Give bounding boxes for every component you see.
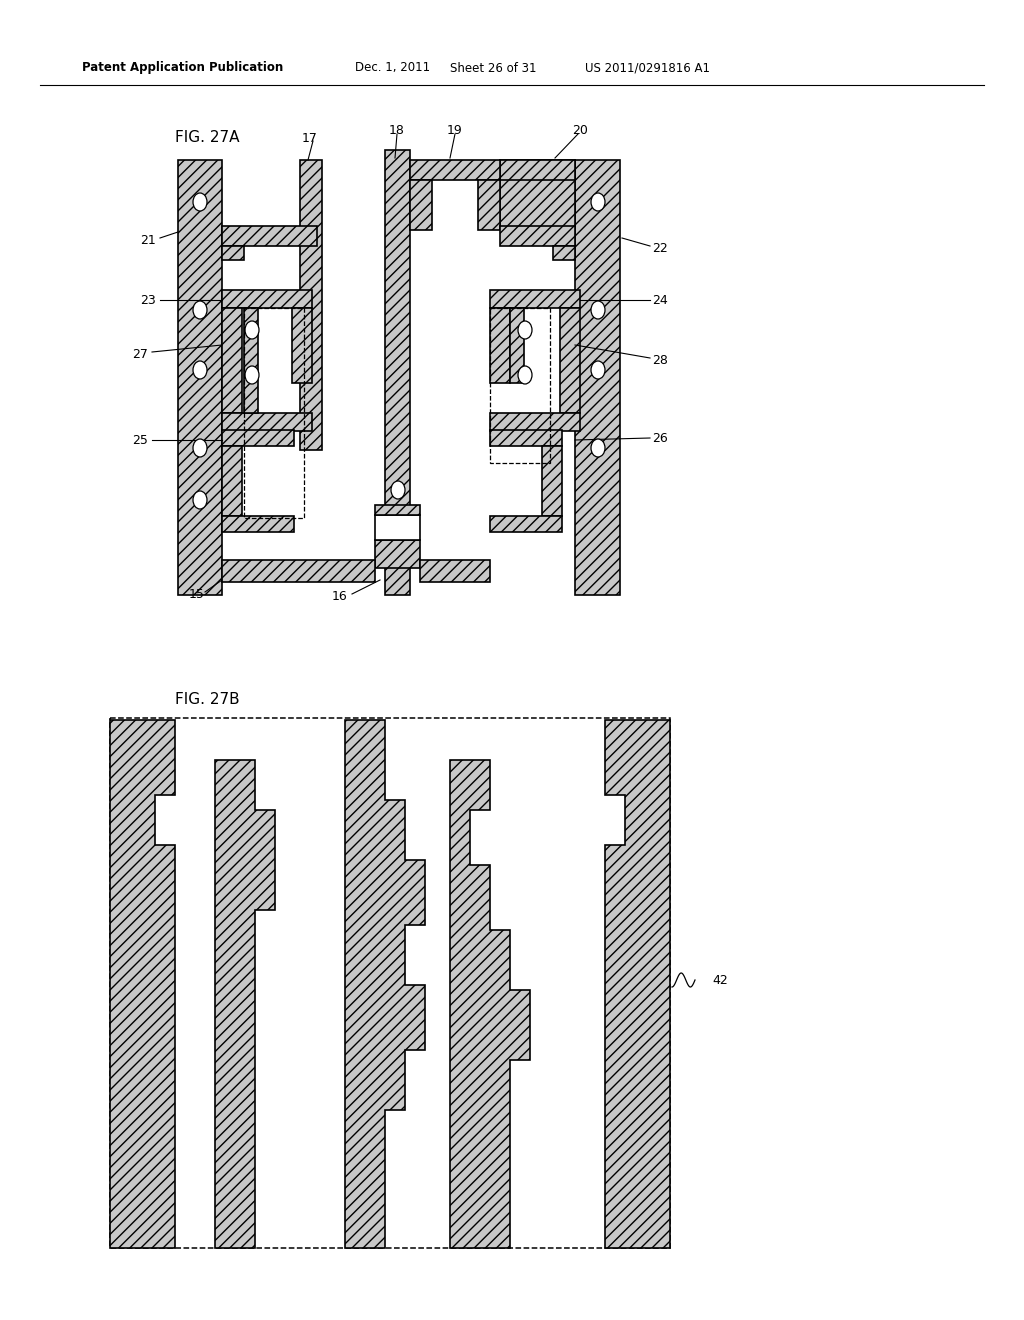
Text: 16: 16 — [332, 590, 348, 603]
Text: Patent Application Publication: Patent Application Publication — [82, 62, 284, 74]
Polygon shape — [215, 760, 275, 1247]
Polygon shape — [110, 719, 175, 1247]
Text: 42: 42 — [712, 974, 728, 986]
Ellipse shape — [518, 366, 532, 384]
Bar — [375, 506, 420, 515]
Bar — [490, 290, 580, 308]
Bar — [410, 180, 432, 230]
Bar — [222, 430, 294, 446]
Bar — [478, 180, 500, 230]
Text: 23: 23 — [140, 293, 156, 306]
Ellipse shape — [591, 440, 605, 457]
Bar — [222, 226, 317, 246]
Text: 19: 19 — [447, 124, 463, 136]
Ellipse shape — [591, 301, 605, 319]
Ellipse shape — [193, 360, 207, 379]
Ellipse shape — [193, 193, 207, 211]
Bar — [575, 160, 620, 595]
Bar — [500, 226, 575, 246]
Text: Sheet 26 of 31: Sheet 26 of 31 — [450, 62, 537, 74]
Text: 21: 21 — [140, 234, 156, 247]
Bar — [222, 308, 242, 413]
Bar — [500, 160, 575, 180]
Polygon shape — [345, 719, 425, 1247]
Bar — [420, 560, 490, 582]
Bar — [110, 718, 670, 1247]
Text: 20: 20 — [572, 124, 588, 136]
Bar — [542, 446, 562, 516]
Bar — [222, 246, 244, 260]
Ellipse shape — [518, 321, 532, 339]
Bar — [375, 540, 420, 568]
Text: 24: 24 — [652, 293, 668, 306]
Bar — [385, 150, 410, 595]
Ellipse shape — [391, 480, 406, 499]
Ellipse shape — [193, 301, 207, 319]
Text: FIG. 27B: FIG. 27B — [175, 693, 240, 708]
Bar — [222, 290, 312, 308]
Bar — [560, 308, 580, 413]
Bar — [222, 413, 312, 432]
Bar — [292, 308, 312, 383]
Bar — [244, 308, 304, 517]
Bar — [375, 515, 420, 540]
Bar — [300, 160, 322, 450]
Ellipse shape — [245, 366, 259, 384]
Text: US 2011/0291816 A1: US 2011/0291816 A1 — [585, 62, 710, 74]
Bar — [510, 308, 524, 383]
Bar — [490, 308, 510, 383]
Text: 26: 26 — [652, 432, 668, 445]
Bar — [490, 516, 562, 532]
Text: 22: 22 — [652, 242, 668, 255]
Bar — [222, 446, 242, 516]
Text: 25: 25 — [132, 433, 147, 446]
Text: 15: 15 — [189, 589, 205, 602]
Text: 18: 18 — [389, 124, 404, 136]
Text: 27: 27 — [132, 348, 147, 362]
Ellipse shape — [591, 360, 605, 379]
Text: FIG. 27A: FIG. 27A — [175, 131, 240, 145]
Text: 28: 28 — [652, 354, 668, 367]
Ellipse shape — [245, 321, 259, 339]
Bar — [222, 516, 294, 532]
Ellipse shape — [591, 193, 605, 211]
Bar — [222, 560, 375, 582]
Polygon shape — [605, 719, 670, 1247]
Polygon shape — [450, 760, 530, 1247]
Bar — [410, 160, 500, 180]
Ellipse shape — [193, 491, 207, 510]
Bar — [178, 160, 222, 595]
Bar — [553, 246, 575, 260]
Ellipse shape — [193, 440, 207, 457]
Bar — [490, 430, 562, 446]
Bar — [500, 160, 575, 228]
Bar — [244, 308, 258, 413]
Text: 17: 17 — [302, 132, 317, 144]
Bar — [490, 413, 580, 432]
Text: Dec. 1, 2011: Dec. 1, 2011 — [355, 62, 430, 74]
Bar — [490, 308, 550, 463]
